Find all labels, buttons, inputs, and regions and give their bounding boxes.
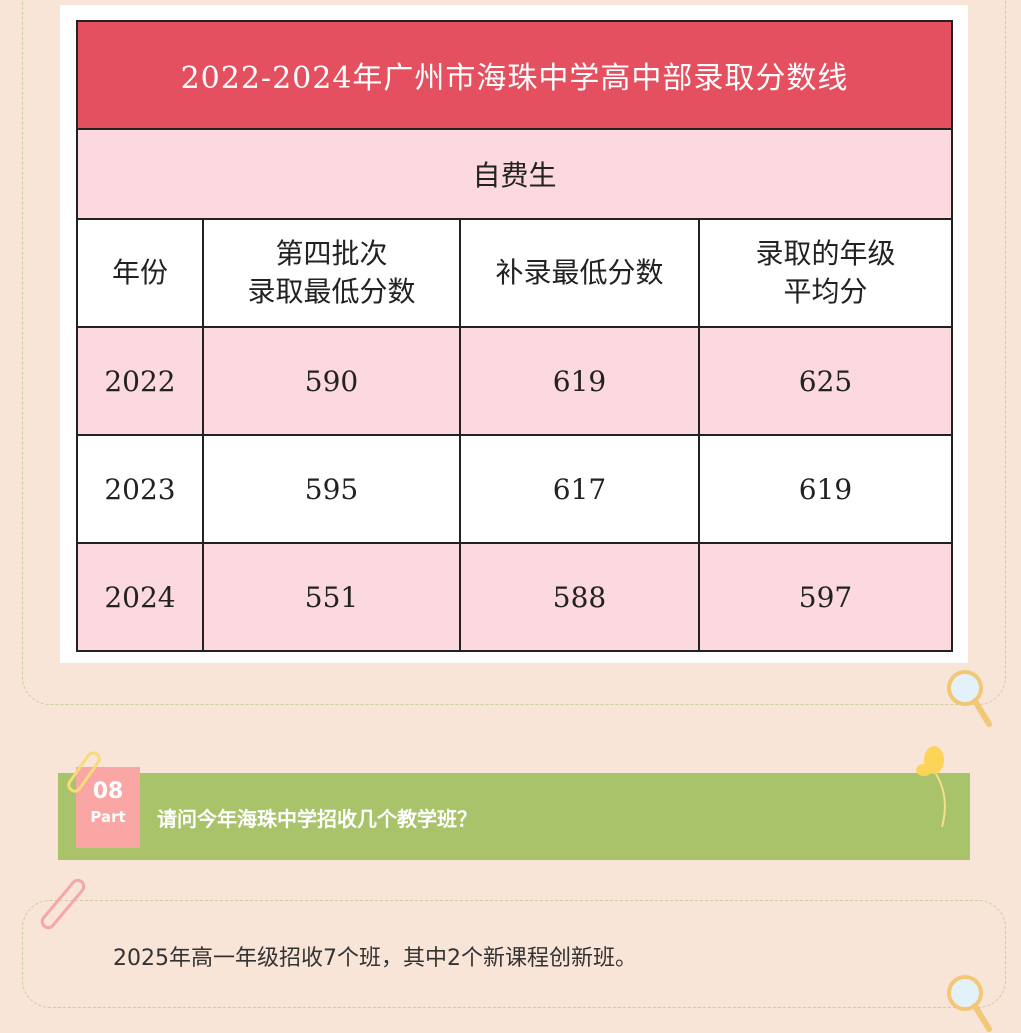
section-banner <box>58 773 970 860</box>
section-question: 请问今年海珠中学招收几个教学班？ <box>157 807 477 831</box>
cell: 595 <box>202 434 461 544</box>
score-table: 2022-2024年广州市海珠中学高中部录取分数线 自费生 年份 第四批次 录取最… <box>76 20 953 652</box>
cell: 619 <box>698 434 953 544</box>
header-supplement: 补录最低分数 <box>459 218 700 328</box>
answer-text: 2025年高一年级招收7个班，其中2个新课程创新班。 <box>113 946 637 971</box>
header-average: 录取的年级 平均分 <box>698 218 953 328</box>
cell: 2022 <box>76 326 204 436</box>
table-row: 2023 595 617 619 <box>76 434 953 544</box>
cell: 588 <box>459 542 700 652</box>
magnifier-icon <box>947 975 992 1032</box>
cell: 617 <box>459 434 700 544</box>
part-number: 08 <box>92 779 124 804</box>
table-row: 2024 551 588 597 <box>76 542 953 652</box>
header-row: 年份 第四批次 录取最低分数 补录最低分数 录取的年级 平均分 <box>76 218 953 328</box>
paperclip-icon <box>40 878 86 930</box>
paperclip-icon <box>67 751 101 793</box>
table-title: 2022-2024年广州市海珠中学高中部录取分数线 <box>76 20 953 130</box>
header-batch4: 第四批次 录取最低分数 <box>202 218 461 328</box>
cell: 597 <box>698 542 953 652</box>
part-label: Part <box>90 808 126 826</box>
cell: 625 <box>698 326 953 436</box>
butterfly-icon <box>916 746 946 828</box>
cell: 2023 <box>76 434 204 544</box>
cell: 590 <box>202 326 461 436</box>
cell: 619 <box>459 326 700 436</box>
content-card-top <box>22 0 1006 705</box>
content-card-answer <box>22 900 1006 1008</box>
cell: 551 <box>202 542 461 652</box>
table-subtitle: 自费生 <box>76 128 953 220</box>
table-row: 2022 590 619 625 <box>76 326 953 436</box>
header-year: 年份 <box>76 218 204 328</box>
cell: 2024 <box>76 542 204 652</box>
magnifier-icon <box>947 670 992 727</box>
